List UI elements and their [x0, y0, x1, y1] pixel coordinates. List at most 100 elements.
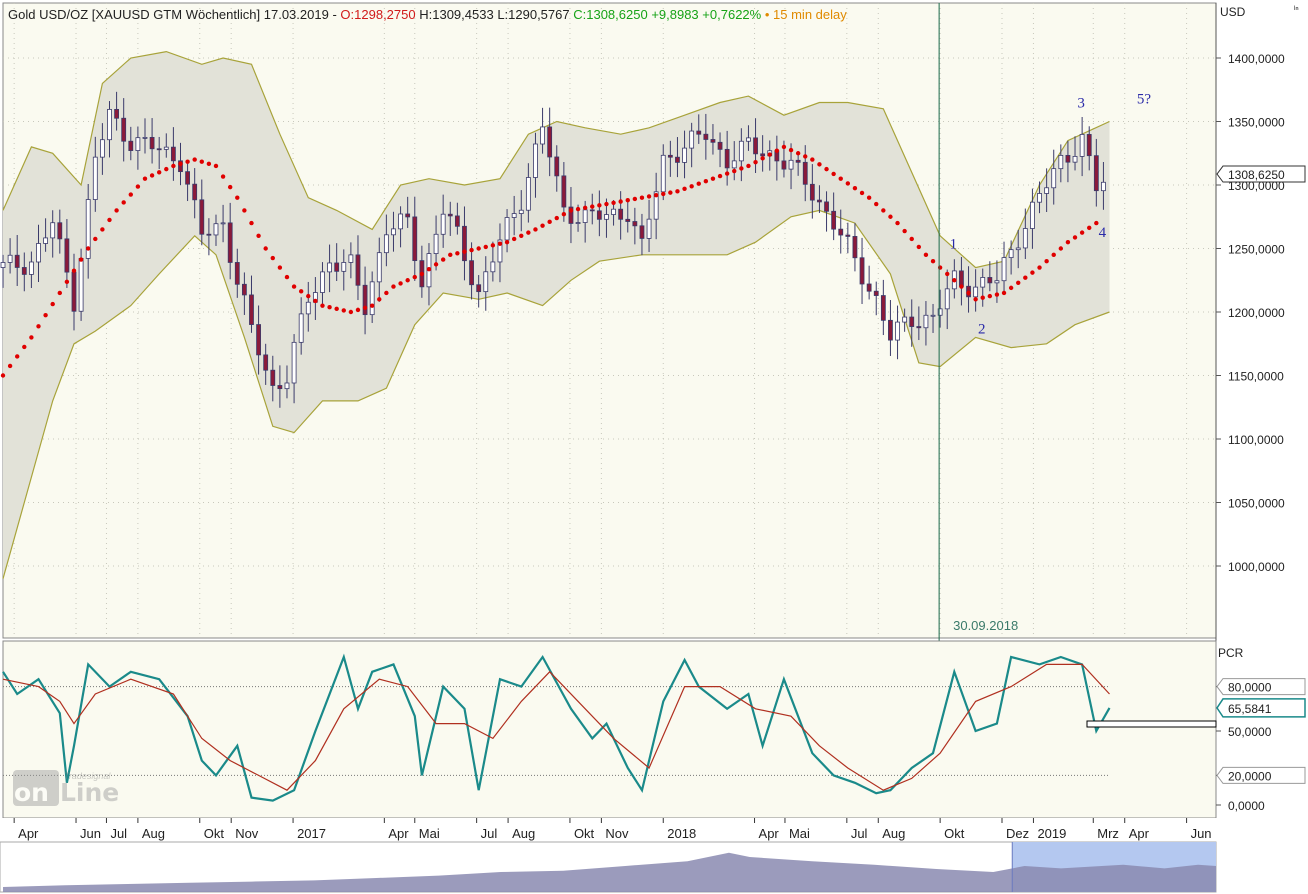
- candle[interactable]: [817, 185, 822, 213]
- candle[interactable]: [398, 206, 403, 248]
- candle[interactable]: [327, 244, 332, 293]
- candle[interactable]: [142, 118, 148, 154]
- candle[interactable]: [831, 192, 837, 241]
- candle[interactable]: [7, 238, 13, 274]
- candle[interactable]: [405, 196, 411, 228]
- candle[interactable]: [85, 183, 91, 279]
- candle[interactable]: [1065, 140, 1071, 183]
- candle[interactable]: [476, 275, 482, 308]
- candle[interactable]: [270, 355, 276, 402]
- candle[interactable]: [760, 135, 766, 172]
- candle[interactable]: [944, 269, 950, 330]
- candle[interactable]: [639, 213, 645, 256]
- candle[interactable]: [987, 261, 993, 292]
- candle[interactable]: [724, 130, 730, 186]
- candle[interactable]: [646, 199, 652, 253]
- candle[interactable]: [973, 269, 979, 312]
- candle[interactable]: [433, 215, 439, 271]
- candle[interactable]: [888, 300, 893, 356]
- candle[interactable]: [376, 237, 382, 302]
- candle[interactable]: [249, 275, 254, 333]
- candle[interactable]: [263, 343, 269, 385]
- candle[interactable]: [362, 266, 368, 335]
- candle[interactable]: [121, 98, 127, 162]
- pcr-pane[interactable]: PCR 80,0000 50,0000 20,0000 0,0000 65,5841 on L…: [2, 640, 1306, 819]
- candle[interactable]: [618, 191, 624, 240]
- candle[interactable]: [518, 190, 524, 232]
- candle[interactable]: [923, 301, 929, 346]
- candle[interactable]: [497, 223, 503, 283]
- candle[interactable]: [1072, 136, 1078, 171]
- candle[interactable]: [227, 202, 233, 280]
- candle[interactable]: [873, 281, 879, 316]
- candle[interactable]: [21, 252, 27, 292]
- candle[interactable]: [334, 243, 340, 281]
- candle[interactable]: [234, 248, 240, 298]
- candle[interactable]: [199, 179, 205, 246]
- candle[interactable]: [824, 191, 829, 232]
- candle[interactable]: [341, 249, 347, 291]
- candle[interactable]: [653, 172, 659, 240]
- candle[interactable]: [156, 136, 162, 170]
- candle[interactable]: [99, 123, 105, 175]
- candle[interactable]: [14, 235, 20, 286]
- candle[interactable]: [128, 126, 134, 161]
- candle[interactable]: [710, 124, 716, 155]
- candle[interactable]: [1101, 161, 1106, 210]
- candle[interactable]: [149, 118, 155, 164]
- candle[interactable]: [795, 152, 801, 176]
- candle[interactable]: [568, 187, 574, 244]
- navigator-pane[interactable]: [0, 841, 1217, 893]
- candle[interactable]: [1044, 168, 1050, 213]
- candle[interactable]: [1008, 240, 1014, 275]
- candle[interactable]: [305, 281, 311, 332]
- candle[interactable]: [852, 223, 858, 272]
- candle[interactable]: [930, 303, 936, 333]
- candle[interactable]: [0, 254, 6, 288]
- candle[interactable]: [298, 297, 304, 355]
- candle[interactable]: [696, 114, 702, 144]
- candle[interactable]: [554, 145, 560, 192]
- candle[interactable]: [92, 136, 98, 212]
- candle[interactable]: [859, 237, 865, 305]
- candle[interactable]: [454, 202, 460, 235]
- candle[interactable]: [1037, 181, 1042, 214]
- candle[interactable]: [980, 268, 986, 307]
- candle[interactable]: [937, 289, 943, 328]
- candle[interactable]: [561, 162, 567, 222]
- candle[interactable]: [511, 195, 517, 236]
- candle[interactable]: [1030, 188, 1035, 249]
- candle[interactable]: [412, 196, 418, 281]
- candle[interactable]: [1022, 208, 1028, 260]
- candle[interactable]: [1086, 126, 1092, 171]
- candle[interactable]: [241, 272, 247, 315]
- price-pane[interactable]: 30.09.2018 1 2 3 4 5? USD 1400,0000 1350,0000 130…: [0, 2, 1306, 818]
- candle[interactable]: [866, 265, 872, 300]
- candle[interactable]: [483, 256, 489, 311]
- candle[interactable]: [291, 334, 297, 404]
- candle[interactable]: [533, 132, 538, 198]
- candle[interactable]: [547, 107, 553, 177]
- candle[interactable]: [192, 168, 198, 219]
- candle[interactable]: [845, 222, 851, 254]
- candle[interactable]: [440, 194, 446, 248]
- candle[interactable]: [107, 101, 112, 158]
- candle[interactable]: [596, 190, 602, 237]
- candle[interactable]: [369, 271, 375, 323]
- candle[interactable]: [64, 219, 70, 288]
- candle[interactable]: [1079, 116, 1085, 177]
- candle[interactable]: [738, 128, 744, 182]
- candle[interactable]: [589, 193, 595, 225]
- candle[interactable]: [1001, 241, 1007, 295]
- candle[interactable]: [838, 209, 844, 254]
- candle[interactable]: [717, 132, 723, 168]
- candle[interactable]: [43, 218, 48, 252]
- candle[interactable]: [114, 91, 119, 131]
- candle[interactable]: [355, 235, 361, 301]
- candle[interactable]: [284, 365, 290, 399]
- candle[interactable]: [256, 305, 261, 375]
- candle[interactable]: [667, 140, 673, 177]
- candle[interactable]: [57, 209, 63, 254]
- candle[interactable]: [135, 126, 141, 170]
- candle[interactable]: [320, 262, 325, 305]
